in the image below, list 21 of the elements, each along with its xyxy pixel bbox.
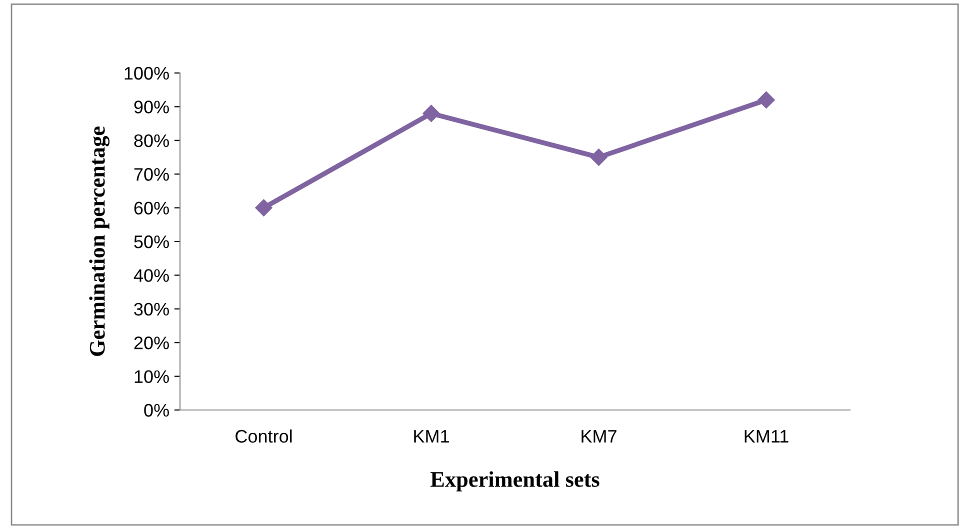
y-tick-label: 100% [124,66,169,80]
y-tick-label: 10% [134,370,169,384]
x-tick-label: Control [236,429,292,443]
y-tick-label: 20% [134,336,169,350]
point [590,148,608,166]
x-tick-label: KM7 [582,430,616,443]
point [255,199,272,216]
y-tick-label: 40% [134,269,169,282]
x-tick-label: KM11 [744,430,788,443]
point [758,91,775,109]
y-tick-label: 0% [144,404,169,417]
point [422,104,440,122]
y-tick-label: 50% [134,235,169,248]
y-axis-title: Germination percentage [89,126,110,356]
y-tick-label: 90% [134,100,169,114]
x-axis-title: Experimental sets [430,471,600,492]
y-tick-label: 30% [134,302,169,316]
y-tick-label: 60% [134,202,169,215]
y-tick-label: 80% [134,134,169,148]
x-tick-label: KM1 [414,430,449,443]
y-tick-label: 70% [134,168,169,181]
